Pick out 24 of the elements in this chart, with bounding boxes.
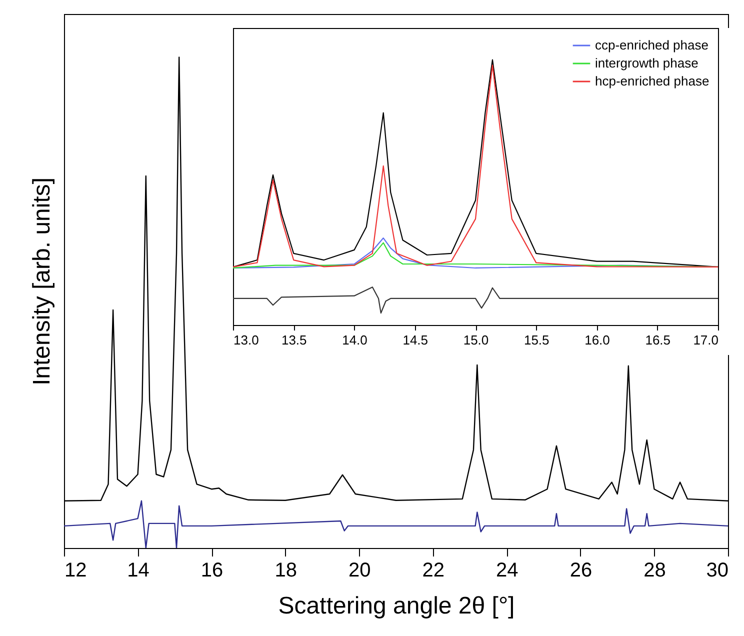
x-tick-label: 15.5 xyxy=(524,332,550,348)
x-tick-label: 16.5 xyxy=(645,332,671,348)
x-tick-label: 26 xyxy=(570,560,592,582)
x-tick-label: 20 xyxy=(348,560,371,582)
legend-label: hcp-enriched phase xyxy=(595,74,710,88)
x-tick-label: 13.0 xyxy=(234,332,259,348)
x-tick-label: 14.5 xyxy=(402,332,428,348)
legend-label: intergrowth phase xyxy=(595,56,698,70)
x-tick-label: 30 xyxy=(706,560,728,582)
legend-label: ccp-enriched phase xyxy=(595,38,708,52)
x-tick-label: 13.5 xyxy=(281,332,307,348)
x-tick-label: 18 xyxy=(274,560,297,582)
x-tick-label: 12 xyxy=(64,560,87,582)
x-tick-label: 24 xyxy=(496,560,518,582)
x-tick-label: 14 xyxy=(127,560,150,582)
x-tick-label: 22 xyxy=(422,560,445,582)
x-tick-label: 16.0 xyxy=(584,332,610,348)
x-tick-label: 28 xyxy=(644,560,666,582)
x-tick-label: 16 xyxy=(200,560,224,582)
y-axis-title: Intensity [arb. units] xyxy=(28,177,56,386)
x-tick-label: 15.0 xyxy=(463,332,489,348)
x-tick-label: 17.0 xyxy=(693,332,718,348)
x-axis-title: Scattering angle 2θ [°] xyxy=(278,592,515,620)
x-tick-label: 14.0 xyxy=(342,332,368,348)
